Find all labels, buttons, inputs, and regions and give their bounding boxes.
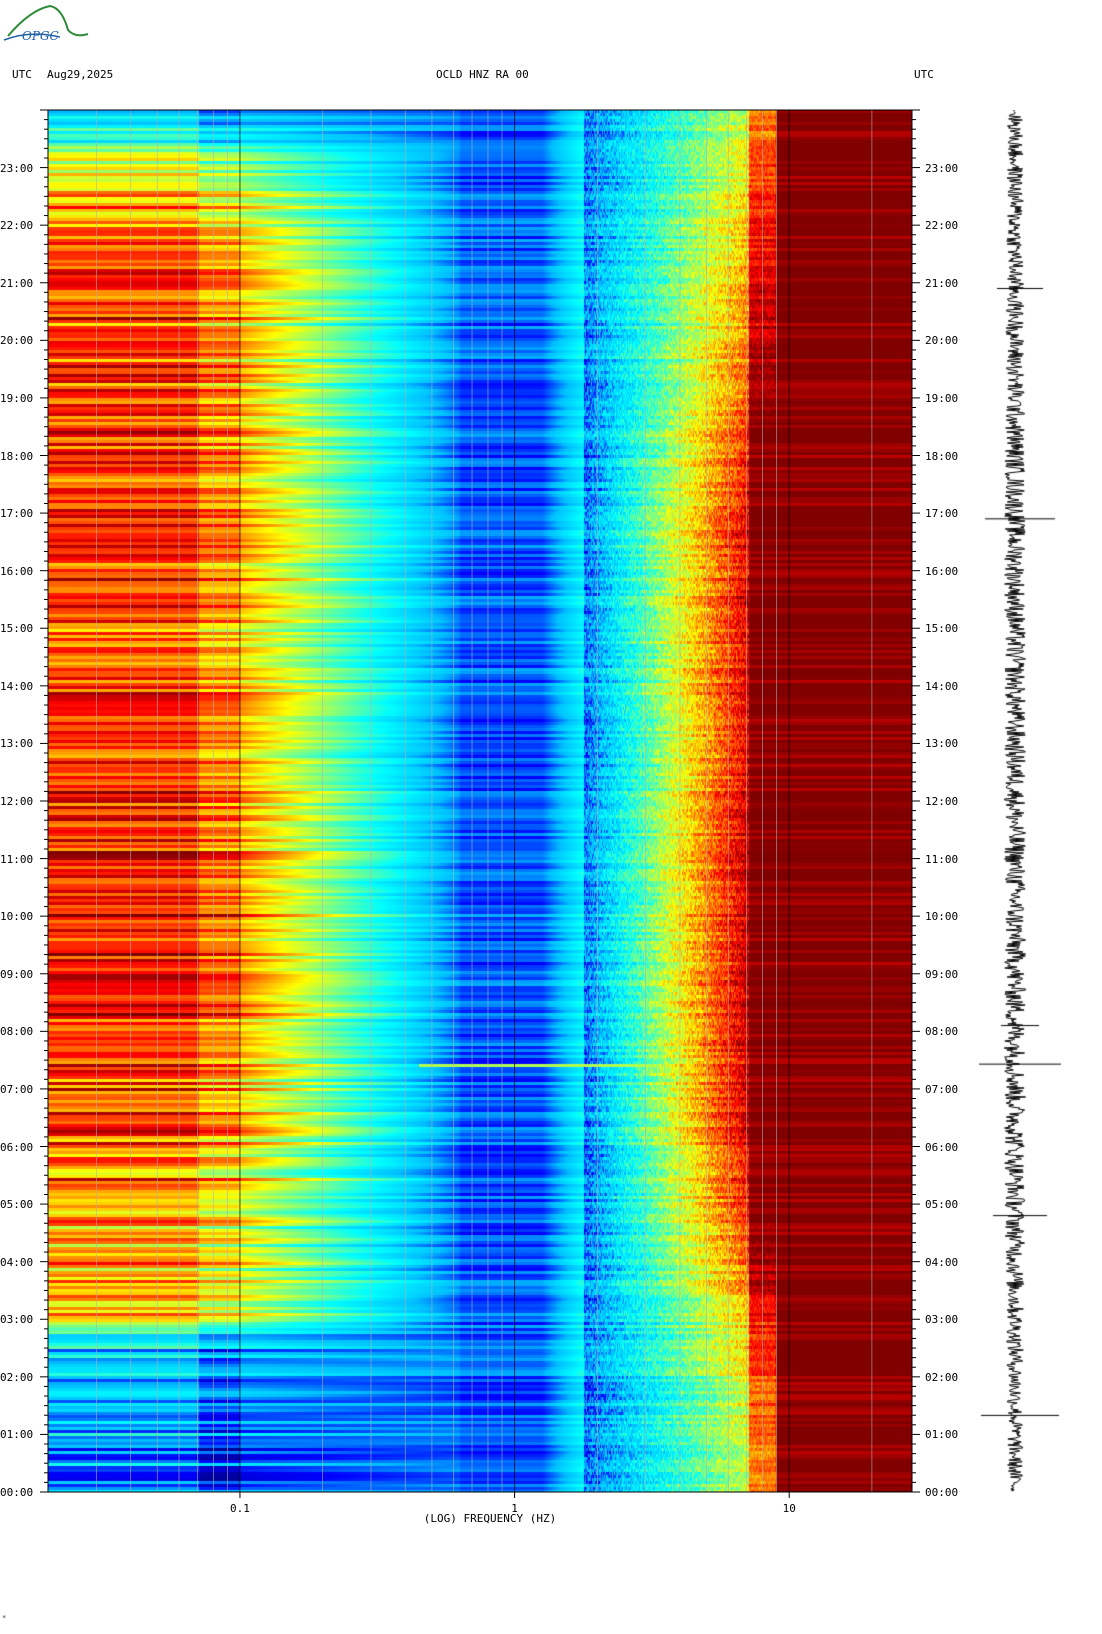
- y-tick-label-right: 13:00: [925, 737, 959, 751]
- y-tick-label-left: 09:00: [0, 967, 34, 981]
- right-timezone-label: UTC: [914, 68, 934, 81]
- y-tick-label-right: 09:00: [925, 967, 959, 981]
- y-tick-label-right: 19:00: [925, 391, 959, 405]
- y-tick-label-left: 05:00: [0, 1198, 34, 1212]
- y-tick-label-right: 14:00: [925, 679, 959, 693]
- x-axis-title: (LOG) FREQUENCY (HZ): [423, 1512, 557, 1525]
- y-tick-label-right: 23:00: [925, 161, 959, 175]
- y-tick-label-right: 12:00: [925, 795, 959, 808]
- y-tick-label-right: 21:00: [925, 276, 959, 290]
- y-tick-label-left: 01:00: [0, 1428, 34, 1442]
- y-tick-label-left: 18:00: [0, 449, 34, 463]
- y-tick-label-left: 04:00: [0, 1255, 34, 1269]
- footer-mark: *: [2, 1614, 7, 1622]
- y-tick-label-right: 16:00: [925, 564, 959, 578]
- y-tick-label-left: 03:00: [0, 1313, 34, 1327]
- x-tick-label: 1: [511, 1502, 518, 1515]
- x-tick-label: 0.1: [230, 1502, 250, 1515]
- y-tick-label-right: 22:00: [925, 219, 959, 233]
- left-timezone-label: UTC: [12, 68, 32, 81]
- opgc-logo: OPGC: [3, 4, 89, 43]
- y-tick-label-left: 22:00: [0, 219, 34, 233]
- y-tick-label-left: 17:00: [0, 507, 34, 521]
- y-tick-label-right: 00:00: [925, 1486, 959, 1499]
- seismogram-trace: [975, 110, 1075, 1492]
- y-tick-label-right: 02:00: [925, 1370, 959, 1384]
- y-tick-label-left: 23:00: [0, 161, 34, 175]
- svg-text:OPGC: OPGC: [22, 29, 59, 43]
- y-tick-label-right: 08:00: [925, 1025, 959, 1039]
- date-label: Aug29,2025: [47, 68, 114, 81]
- y-tick-label-right: 18:00: [925, 449, 959, 463]
- spectrogram-heatmap: [48, 110, 912, 1492]
- y-tick-label-left: 08:00: [0, 1025, 34, 1039]
- y-tick-label-left: 12:00: [0, 795, 34, 808]
- y-tick-label-left: 11:00: [0, 852, 34, 866]
- y-tick-label-left: 13:00: [0, 737, 34, 751]
- station-title: OCLD HNZ RA 00: [436, 68, 529, 81]
- y-tick-label-left: 16:00: [0, 564, 34, 578]
- x-tick-label: 10: [782, 1502, 796, 1515]
- y-tick-label-left: 21:00: [0, 276, 34, 290]
- y-tick-label-right: 11:00: [925, 852, 959, 866]
- y-tick-label-right: 17:00: [925, 507, 959, 521]
- y-tick-label-left: 00:00: [0, 1486, 34, 1499]
- y-tick-label-right: 07:00: [925, 1082, 959, 1096]
- y-tick-label-left: 10:00: [0, 910, 34, 924]
- y-tick-label-right: 03:00: [925, 1313, 959, 1327]
- y-tick-label-left: 15:00: [0, 622, 34, 636]
- y-tick-label-right: 15:00: [925, 622, 959, 636]
- y-tick-label-left: 06:00: [0, 1140, 34, 1154]
- y-tick-label-right: 06:00: [925, 1140, 959, 1154]
- y-tick-label-left: 07:00: [0, 1082, 34, 1096]
- y-tick-label-left: 19:00: [0, 391, 34, 405]
- y-tick-label-left: 14:00: [0, 679, 34, 693]
- y-tick-label-right: 10:00: [925, 910, 959, 924]
- y-tick-label-right: 01:00: [925, 1428, 959, 1442]
- y-tick-label-right: 04:00: [925, 1255, 959, 1269]
- y-tick-label-left: 02:00: [0, 1370, 34, 1384]
- y-tick-label-right: 20:00: [925, 334, 959, 348]
- y-tick-label-right: 05:00: [925, 1198, 959, 1212]
- y-tick-label-left: 20:00: [0, 334, 34, 348]
